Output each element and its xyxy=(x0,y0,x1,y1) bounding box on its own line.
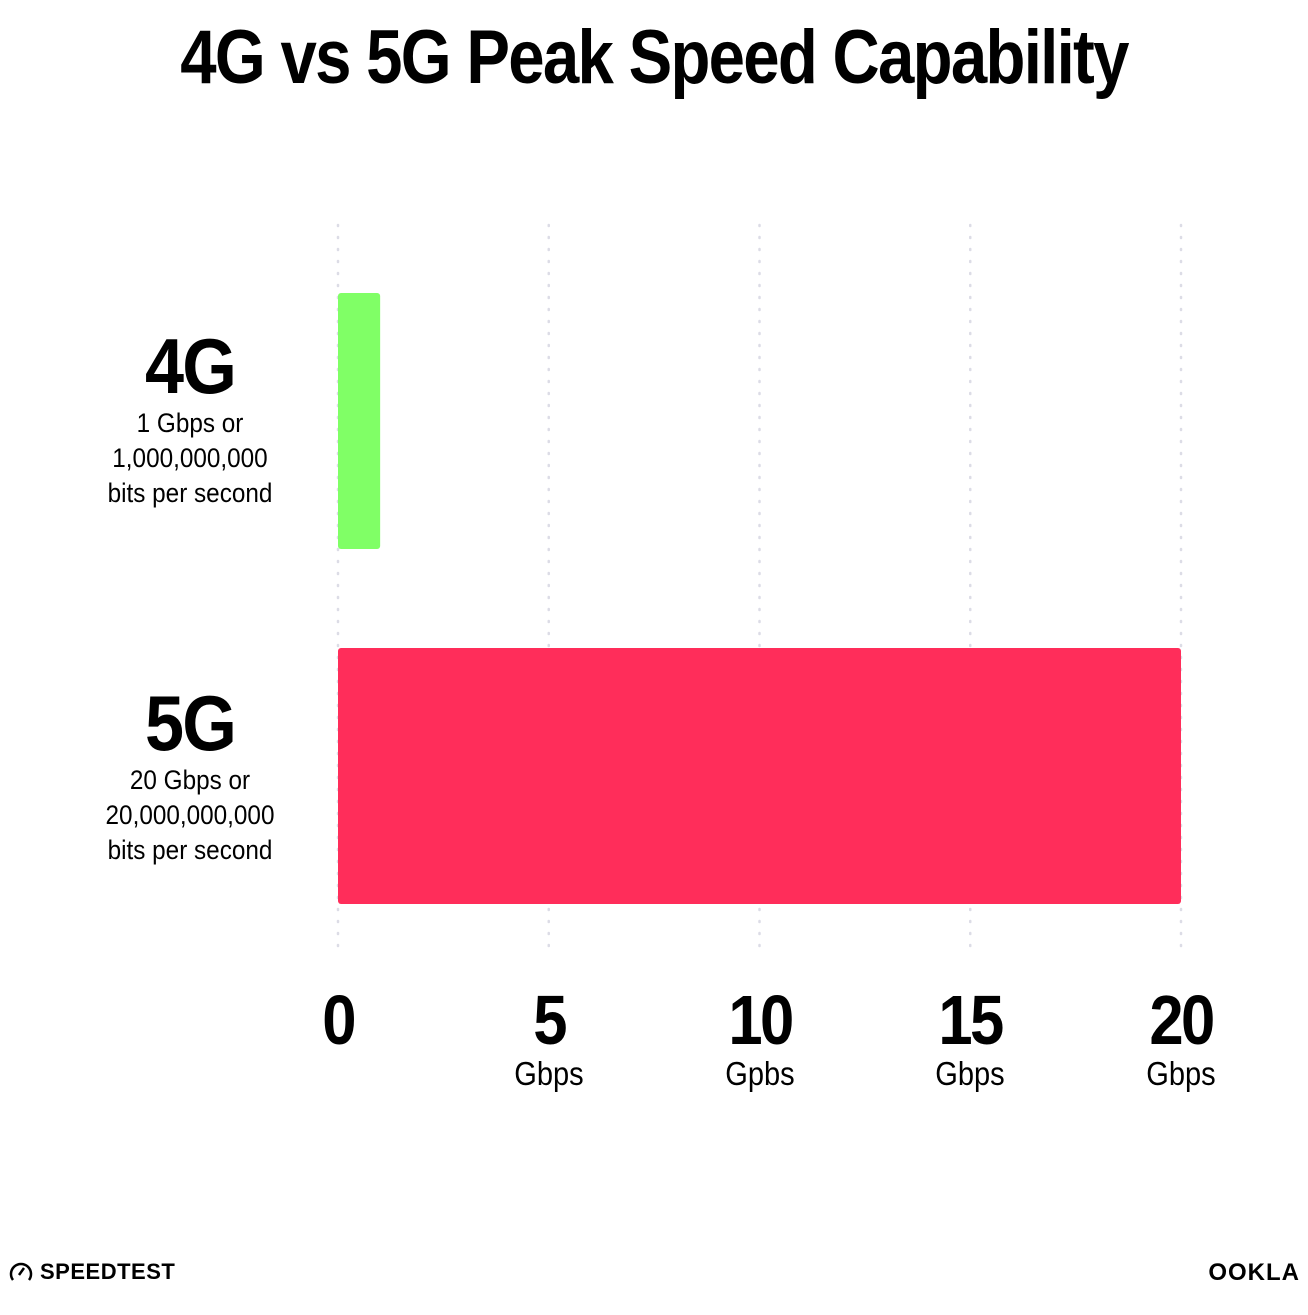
x-tick-unit: Gbps xyxy=(1146,1055,1216,1092)
bar-5g xyxy=(338,648,1181,904)
x-tick-value: 15 xyxy=(938,981,1005,1059)
x-tick-value: 10 xyxy=(727,981,794,1059)
x-tick: 10 Gpbs xyxy=(689,985,830,1093)
gauge-icon xyxy=(9,1262,33,1281)
category-desc: 1 Gbps or xyxy=(136,408,244,438)
x-tick: 5 Gbps xyxy=(478,985,619,1093)
x-tick: 0 xyxy=(268,985,409,1055)
category-label: 5G xyxy=(144,679,237,767)
x-tick-unit: Gbps xyxy=(514,1055,584,1092)
x-tick: 20 Gbps xyxy=(1111,985,1252,1093)
category-4g: 4G 1 Gbps or 1,000,000,000 bits per seco… xyxy=(73,326,307,511)
x-tick-value: 5 xyxy=(532,981,567,1059)
x-tick-unit: Gpbs xyxy=(724,1055,795,1092)
category-desc: 20,000,000,000 xyxy=(105,800,275,830)
x-tick-unit: Gbps xyxy=(935,1055,1005,1092)
category-desc: bits per second xyxy=(107,478,273,508)
chart-title: 4G vs 5G Peak Speed Capability xyxy=(180,15,1129,100)
category-desc: 20 Gbps or xyxy=(129,765,251,795)
category-label: 4G xyxy=(144,322,237,410)
ookla-logo: OOKLA xyxy=(1208,1259,1300,1286)
x-tick: 15 Gbps xyxy=(900,985,1041,1093)
speedtest-logo: SPEEDTEST xyxy=(8,1259,175,1285)
category-desc: bits per second xyxy=(107,835,273,865)
x-tick-value: 0 xyxy=(322,981,356,1059)
category-desc: 1,000,000,000 xyxy=(112,443,268,473)
speedtest-wordmark: SPEEDTEST xyxy=(40,1259,176,1284)
category-5g: 5G 20 Gbps or 20,000,000,000 bits per se… xyxy=(73,683,307,868)
bar-4g xyxy=(338,293,381,549)
x-tick-value: 20 xyxy=(1149,981,1215,1059)
